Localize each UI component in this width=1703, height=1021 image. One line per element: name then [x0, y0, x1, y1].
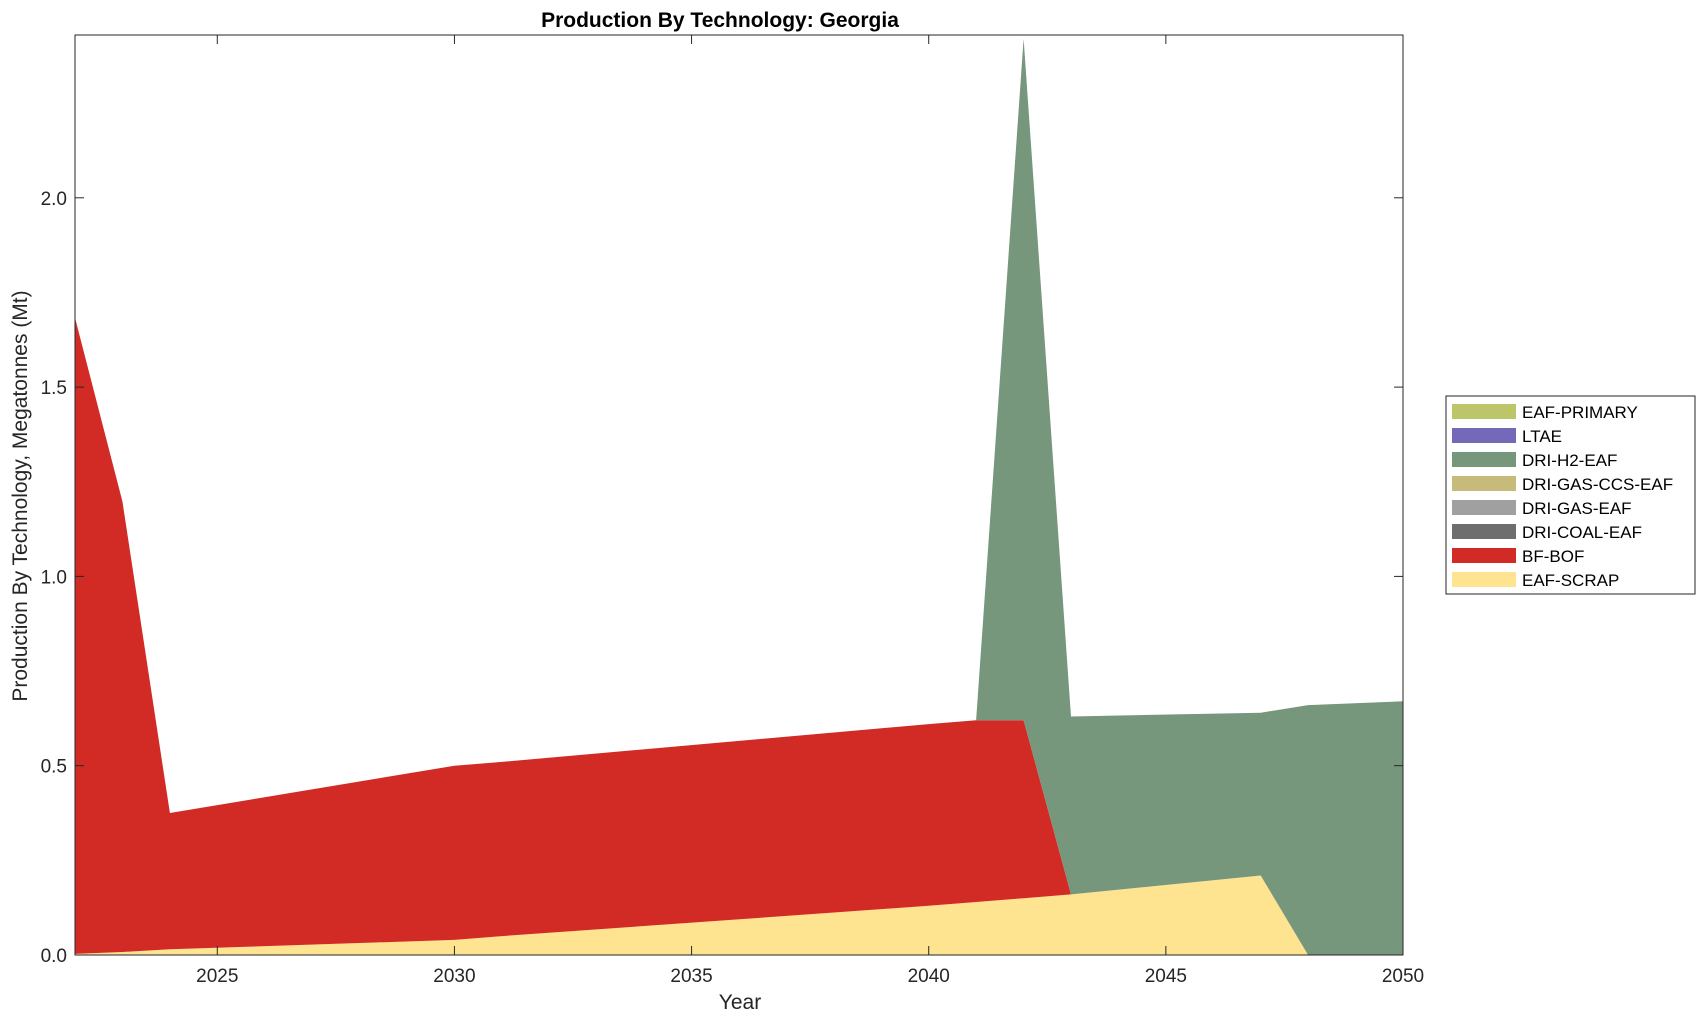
- legend-swatch: [1452, 548, 1516, 563]
- x-tick-label: 2025: [196, 966, 238, 987]
- y-tick-label: 1.5: [41, 378, 67, 399]
- legend-label: DRI-H2-EAF: [1522, 451, 1617, 470]
- x-tick-label: 2045: [1145, 966, 1187, 987]
- legend-label: DRI-COAL-EAF: [1522, 523, 1642, 542]
- legend-swatch: [1452, 476, 1516, 491]
- legend-swatch: [1452, 572, 1516, 587]
- legend: EAF-PRIMARY LTAE DRI-H2-EAF DRI-GAS-CCS-EAF…: [1445, 395, 1696, 595]
- x-tick-label: 2050: [1382, 966, 1424, 987]
- plot-frame: [74, 34, 1404, 956]
- legend-label: DRI-GAS-CCS-EAF: [1522, 475, 1673, 494]
- legend-swatch: [1452, 452, 1516, 467]
- y-tick-label: 1.0: [41, 567, 67, 588]
- legend-label: EAF-PRIMARY: [1522, 403, 1638, 422]
- legend-label: LTAE: [1522, 427, 1562, 446]
- legend-label: DRI-GAS-EAF: [1522, 499, 1632, 518]
- area-bf-bof: [75, 317, 1403, 955]
- x-tick-label: 2030: [433, 966, 475, 987]
- ticks-layer: 2025 2030 2035 2040 2045 2050 0.0 0.5 1.0 1.5 2.0: [41, 35, 1424, 987]
- x-axis-title: Year: [719, 991, 761, 1014]
- y-tick-label: 2.0: [41, 189, 67, 210]
- area-eaf-scrap: [75, 875, 1403, 955]
- legend-swatch: [1452, 500, 1516, 515]
- y-tick-label: 0.5: [41, 757, 67, 778]
- legend-swatch: [1452, 524, 1516, 539]
- x-tick-label: 2035: [670, 966, 712, 987]
- legend-swatch: [1452, 404, 1516, 419]
- areas-layer: [75, 38, 1403, 956]
- legend-label: BF-BOF: [1522, 547, 1584, 566]
- x-tick-label: 2040: [908, 966, 950, 987]
- legend-label: EAF-SCRAP: [1522, 571, 1619, 590]
- legend-swatch: [1452, 428, 1516, 443]
- area-dri-h2-eaf: [75, 38, 1403, 956]
- chart-title: Production By Technology: Georgia: [541, 9, 899, 32]
- y-tick-label: 0.0: [41, 946, 67, 967]
- y-axis-title: Production By Technology, Megatonnes (Mt…: [9, 290, 32, 701]
